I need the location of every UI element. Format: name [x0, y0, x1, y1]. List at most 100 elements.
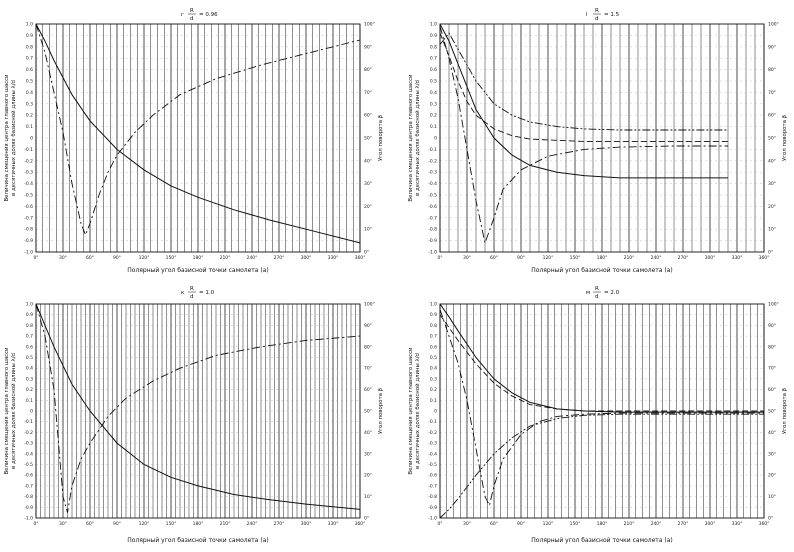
- y-tick-label: 0: [30, 409, 33, 415]
- y-tick-label: -0.9: [428, 505, 437, 511]
- right-tick-label: 40°: [364, 158, 372, 164]
- y-tick-label: 0.8: [26, 323, 33, 329]
- right-tick-label: 100°: [768, 302, 779, 308]
- y-tick-label: 0.5: [430, 79, 437, 85]
- y-tick-label: -1.0: [24, 516, 33, 522]
- right-tick-label: 80°: [768, 344, 776, 350]
- right-tick-label: 40°: [364, 430, 372, 436]
- x-tick-label: 150°: [570, 255, 581, 261]
- y-tick-label: -0.5: [428, 462, 437, 468]
- x-tick-label: 210°: [220, 255, 231, 261]
- y-tick-label: 0.4: [26, 366, 33, 372]
- right-tick-label: 30°: [364, 451, 372, 457]
- y-tick-label: 0.6: [430, 67, 437, 73]
- y-tick-label: -0.3: [428, 441, 437, 447]
- right-tick-label: 70°: [768, 366, 776, 372]
- plot-frame: [35, 23, 361, 253]
- right-tick-label: 20°: [768, 473, 776, 479]
- y-tick-label: -0.5: [428, 193, 437, 199]
- y-tick-label: -0.3: [24, 170, 33, 176]
- y-tick-label: 0.8: [26, 44, 33, 50]
- series-line-dashdot: [439, 26, 728, 245]
- right-tick-label: 50°: [768, 409, 776, 415]
- right-tick-label: 60°: [364, 113, 372, 119]
- x-tick-label: 30°: [463, 521, 471, 527]
- right-tick-label: 50°: [364, 136, 372, 142]
- x-tick-label: 90°: [113, 255, 121, 261]
- y-tick-label: -0.8: [428, 227, 437, 233]
- right-tick-label: 80°: [364, 344, 372, 350]
- y-tick-label: -0.5: [24, 193, 33, 199]
- series-line-solid: [439, 23, 728, 179]
- x-tick-label: 150°: [166, 255, 177, 261]
- right-tick-label: 20°: [364, 473, 372, 479]
- y-tick-label: 0.7: [430, 56, 437, 62]
- series-line-solid: [439, 303, 764, 413]
- right-tick-label: 70°: [364, 90, 372, 96]
- y-axis-label-line: Величина смещения центра главного шасси: [408, 347, 414, 475]
- y-tick-label: 0.7: [26, 56, 33, 62]
- right-tick-label: 100°: [364, 22, 375, 28]
- y-tick-label: -1.0: [24, 250, 33, 256]
- x-tick-label: 240°: [247, 521, 258, 527]
- y-tick-label: -0.9: [428, 238, 437, 244]
- title-letter: к: [181, 290, 185, 296]
- x-tick-label: 300°: [705, 521, 716, 527]
- title-fraction-bottom: d: [190, 294, 194, 300]
- title-ratio: = 1.5: [604, 12, 620, 18]
- right-tick-label: 0°: [364, 516, 369, 522]
- y-tick-label: 0.4: [26, 90, 33, 96]
- x-tick-label: 180°: [193, 255, 204, 261]
- y-tick-label: 0: [30, 136, 33, 142]
- title-ratio: = 2.0: [604, 290, 620, 296]
- title-fraction-bottom: d: [595, 294, 599, 300]
- x-tick-label: 300°: [301, 255, 312, 261]
- y-tick-label: 0.3: [430, 101, 437, 107]
- x-tick-label: 240°: [651, 255, 662, 261]
- x-tick-label: 270°: [274, 255, 285, 261]
- y-tick-label: 0.8: [430, 44, 437, 50]
- chart-panel-4: 1.0 0.9 0.8 0.7 0.6 0.5 0.4 0.3 0.2 0.1 0 -0.1 -0.2 -…: [408, 286, 788, 544]
- y-tick-label: 0.7: [430, 334, 437, 340]
- y-tick-label: -0.2: [428, 430, 437, 436]
- x-tick-label: 300°: [705, 255, 716, 261]
- right-tick-label: 40°: [768, 158, 776, 164]
- chart-title: гRd = 0.96: [181, 8, 218, 22]
- right-tick-label: 60°: [768, 387, 776, 393]
- y-axis-label-line: Величина смещения центра главного шасси: [4, 347, 10, 475]
- x-tick-label: 30°: [463, 255, 471, 261]
- plot-frame: [35, 303, 361, 519]
- title-ratio: = 1.0: [199, 290, 215, 296]
- y-tick-label: 0: [434, 136, 437, 142]
- y-axis-label-line: в десятичных долях базисной длины λ/d: [414, 80, 421, 196]
- y-tick-label: 0.9: [430, 312, 437, 318]
- y-tick-label: -0.7: [428, 483, 437, 489]
- chart-panel-2: 1.0 0.9 0.8 0.7 0.6 0.5 0.4 0.3 0.2 0.1 0 -0.1 -0.2 -…: [408, 8, 788, 274]
- x-tick-label: 210°: [624, 521, 635, 527]
- x-tick-label: 60°: [86, 255, 94, 261]
- right-tick-label: 10°: [768, 494, 776, 500]
- y-tick-label: -0.2: [428, 158, 437, 164]
- y-tick-label: 0.7: [26, 334, 33, 340]
- y-tick-label: -0.4: [24, 181, 33, 187]
- x-tick-label: 330°: [328, 255, 339, 261]
- x-tick-label: 180°: [597, 521, 608, 527]
- y-axis-label-line: в десятичных долях базисной длины λ/d: [10, 353, 17, 469]
- title-fraction-bottom: d: [190, 16, 194, 22]
- x-tick-label: 180°: [597, 255, 608, 261]
- y-tick-label: -0.7: [428, 215, 437, 221]
- series-line-dashed: [439, 314, 764, 412]
- right-tick-label: 100°: [768, 22, 779, 28]
- series-line-solid: [35, 23, 361, 244]
- x-axis-label: Полярный угол базисной точки самолета (а…: [531, 537, 672, 544]
- right-tick-label: 60°: [364, 387, 372, 393]
- title-letter: м: [586, 290, 590, 296]
- y-tick-label: 0.2: [430, 387, 437, 393]
- x-tick-label: 60°: [490, 255, 498, 261]
- series-line-dashed: [439, 32, 728, 142]
- x-tick-label: 210°: [220, 521, 231, 527]
- y-tick-label: -0.6: [428, 473, 437, 479]
- right-tick-label: 50°: [768, 136, 776, 142]
- series-line-dashdotdot: [439, 32, 728, 131]
